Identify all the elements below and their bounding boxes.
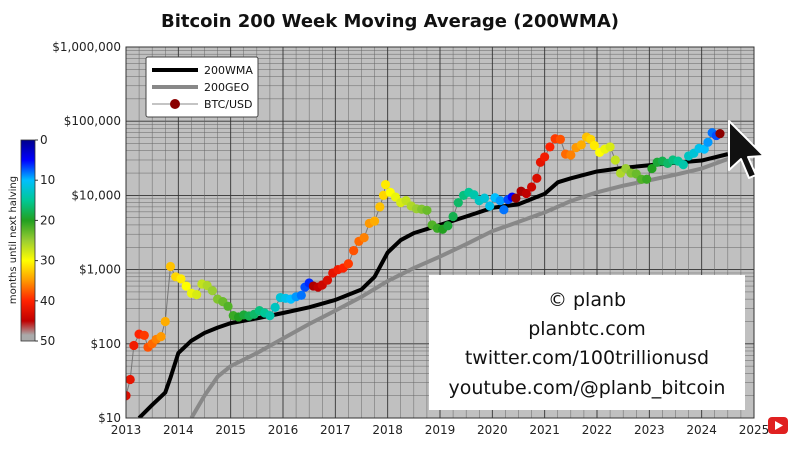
- price-point: [495, 196, 505, 206]
- colorbar-tick-label: 0: [40, 133, 48, 147]
- x-tick-label: 2022: [582, 423, 613, 437]
- y-axis-ticks: $10 $100 $1,000 $10,000 $100,000 $1,000,000: [52, 40, 121, 425]
- price-point: [349, 246, 359, 256]
- y-tick-label: $10,000: [71, 188, 121, 202]
- price-point: [699, 144, 709, 154]
- colorbar-label: months until next halving: [8, 176, 19, 304]
- x-tick-label: 2025: [739, 423, 770, 437]
- legend-label-200wma: 200WMA: [204, 64, 253, 77]
- colorbar-tick-label: 50: [40, 334, 55, 348]
- price-point: [469, 190, 479, 200]
- legend-label-200geo: 200GEO: [204, 81, 249, 94]
- x-tick-label: 2015: [215, 423, 246, 437]
- price-points: [126, 128, 725, 401]
- credit-line-website: planbtc.com: [528, 318, 646, 340]
- price-point: [642, 174, 652, 184]
- price-point: [453, 197, 463, 208]
- x-tick-label: 2020: [477, 423, 508, 437]
- price-point: [181, 281, 191, 291]
- price-point: [532, 173, 542, 183]
- x-tick-label: 2023: [634, 423, 665, 437]
- series-200wma-line: [137, 152, 729, 418]
- price-point: [485, 201, 495, 211]
- x-tick-label: 2013: [111, 423, 142, 437]
- price-point: [296, 290, 306, 300]
- y-tick-label: $100: [90, 337, 121, 351]
- price-point: [359, 232, 369, 243]
- price-point: [129, 340, 139, 351]
- colorbar: [20, 139, 36, 342]
- credit-line-youtube: youtube.com/@planb_bitcoin: [449, 377, 726, 399]
- colorbar-ticks: 0 10 20 30 40 50: [35, 133, 55, 348]
- price-point: [369, 216, 380, 226]
- series-200geo-line: [189, 157, 729, 418]
- price-point: [322, 275, 333, 285]
- price-point: [526, 182, 537, 192]
- play-badge-icon: [768, 417, 788, 434]
- x-tick-label: 2021: [529, 423, 560, 437]
- y-tick-label: $10: [98, 411, 121, 425]
- price-point: [139, 330, 149, 340]
- price-point: [589, 140, 599, 151]
- price-point: [265, 310, 275, 321]
- price-point: [223, 301, 233, 311]
- price-point: [380, 179, 391, 190]
- credit-line-twitter: twitter.com/100trillionusd: [465, 347, 709, 369]
- price-point: [422, 205, 432, 215]
- price-point: [511, 193, 521, 203]
- price-point: [207, 286, 217, 296]
- legend-label-btcusd: BTC/USD: [204, 98, 253, 111]
- price-point: [270, 302, 280, 312]
- x-tick-label: 2017: [320, 423, 351, 437]
- price-point: [521, 188, 531, 199]
- price-point: [479, 193, 490, 203]
- price-point: [156, 332, 166, 342]
- plot-frame: [125, 46, 755, 419]
- colorbar-tick-label: 40: [40, 294, 55, 308]
- y-tick-label: $1,000,000: [52, 40, 121, 54]
- price-point: [545, 142, 555, 152]
- x-tick-label: 2019: [425, 423, 456, 437]
- price-point: [375, 202, 385, 212]
- legend-swatch-btcusd-marker: [170, 99, 180, 109]
- x-axis-ticks: 2013 2014 2015 2016 2017 2018 2019 2020 2021 2022…: [111, 423, 770, 437]
- x-tick-label: 2016: [268, 423, 299, 437]
- price-point: [165, 261, 176, 272]
- price-point: [343, 259, 354, 269]
- x-tick-label: 2024: [686, 423, 717, 437]
- price-point: [540, 152, 550, 162]
- price-point: [715, 129, 725, 139]
- price-point: [610, 155, 620, 165]
- price-point: [499, 205, 509, 215]
- price-point: [647, 163, 657, 174]
- price-point: [126, 391, 131, 401]
- chart-title: Bitcoin 200 Week Moving Average (200WMA): [161, 11, 619, 32]
- price-point: [448, 211, 458, 222]
- price-point: [443, 221, 453, 231]
- mouse-cursor-icon: [728, 120, 765, 179]
- price-point: [566, 150, 576, 160]
- price-point: [605, 142, 615, 152]
- credit-line-copyright: © planb: [548, 289, 626, 311]
- price-point: [160, 316, 170, 327]
- x-tick-label: 2018: [372, 423, 403, 437]
- price-point: [678, 160, 688, 170]
- y-tick-label: $1,000: [79, 263, 121, 277]
- credit-box: © planb planbtc.com twitter.com/100trill…: [429, 275, 745, 410]
- y-tick-label: $100,000: [64, 114, 121, 128]
- legend: 200WMA 200GEO BTC/USD: [145, 56, 259, 118]
- price-point: [703, 137, 713, 147]
- price-point: [126, 374, 135, 385]
- price-point: [555, 134, 565, 144]
- price-point: [176, 274, 186, 284]
- colorbar-tick-label: 10: [40, 173, 55, 187]
- colorbar-tick-label: 20: [40, 213, 55, 227]
- price-point: [192, 290, 202, 300]
- x-tick-label: 2014: [163, 423, 194, 437]
- price-point: [576, 140, 586, 150]
- colorbar-tick-label: 30: [40, 254, 55, 268]
